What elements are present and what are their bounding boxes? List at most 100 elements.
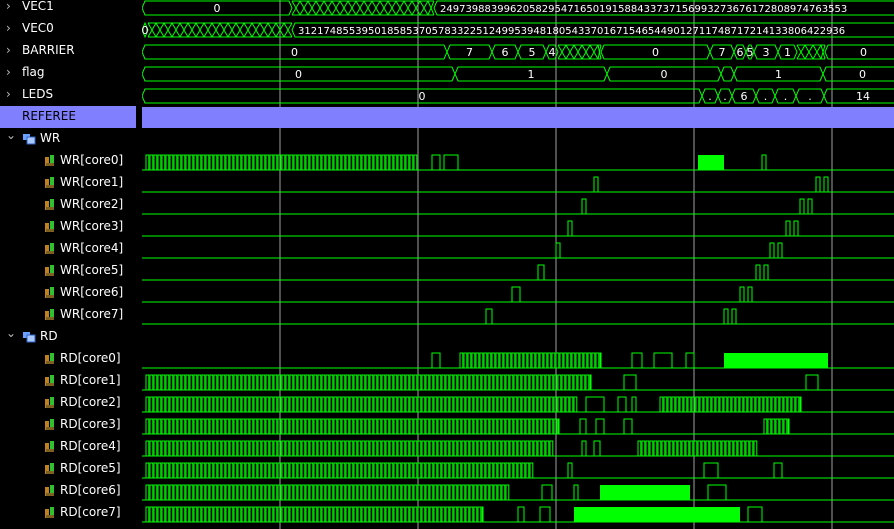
pane-divider[interactable]: [136, 0, 142, 529]
wire-signal-icon: [45, 375, 54, 386]
selected-row-band: [142, 107, 894, 128]
bus-value-label: 0: [291, 46, 298, 59]
signal-pulse: [443, 154, 459, 170]
bus-transition: [187, 22, 197, 38]
signal-pulse: [761, 154, 767, 170]
signal-pulse: [579, 418, 587, 434]
wire-signal-icon: [45, 397, 54, 408]
signal-row-rd[interactable]: ⌄ RD: [0, 326, 136, 348]
signal-row-wr-core0[interactable]: WR[core0]: [0, 150, 136, 172]
chevron-right-icon[interactable]: ›: [6, 87, 11, 101]
signal-row-wr-core6[interactable]: WR[core6]: [0, 282, 136, 304]
signal-name: REFEREE: [22, 109, 76, 123]
signal-row-wr-core5[interactable]: WR[core5]: [0, 260, 136, 282]
bus-transition: [379, 0, 389, 16]
signal-row-rd-core1[interactable]: RD[core1]: [0, 370, 136, 392]
signal-row-rd-core5[interactable]: RD[core5]: [0, 458, 136, 480]
bus-transition: [227, 22, 237, 38]
signal-pulse: [723, 308, 729, 324]
signal-row-wr-core3[interactable]: WR[core3]: [0, 216, 136, 238]
signal-row-rd-core3[interactable]: RD[core3]: [0, 414, 136, 436]
chevron-right-icon[interactable]: ›: [6, 65, 11, 79]
wire-signal-icon: [45, 353, 54, 364]
bus-value-label: 3: [763, 46, 770, 59]
waveform-view[interactable]: 0 249739883996205829547165019158843373715…: [142, 0, 894, 529]
bus-transition: [235, 22, 245, 38]
signal-row-rd-core6[interactable]: RD[core6]: [0, 480, 136, 502]
bus-segment: [822, 66, 894, 82]
bus-transition: [387, 0, 397, 16]
bus-transition: [339, 0, 349, 16]
signal-pulse: [567, 462, 573, 478]
signal-pulse: [805, 374, 819, 390]
bus-transition: [419, 0, 429, 16]
signal-name: RD[core1]: [60, 373, 121, 387]
wire-signal-icon: [45, 199, 54, 210]
signal-pulse: [431, 352, 441, 368]
bus-value-label: .: [723, 90, 727, 103]
signal-pulse: [793, 220, 799, 236]
signal-name: flag: [22, 65, 45, 79]
wire-signal-icon: [45, 419, 54, 430]
bus-transition: [589, 44, 599, 60]
bus-transition: [315, 0, 325, 16]
signal-pulse: [145, 484, 510, 501]
signal-pulse: [623, 418, 633, 434]
signal-name: WR[core6]: [60, 285, 124, 299]
wire-signal-icon: [45, 287, 54, 298]
signal-name: RD[core3]: [60, 417, 121, 431]
signal-row-wr-core4[interactable]: WR[core4]: [0, 238, 136, 260]
bus-value-label: 0: [859, 68, 866, 81]
signal-row-rd-core7[interactable]: RD[core7]: [0, 502, 136, 524]
signal-pulse-block: [600, 485, 690, 500]
signal-row-referee[interactable]: REFEREE: [0, 106, 136, 128]
signal-name: RD: [40, 329, 58, 343]
signal-row-vec1[interactable]: › VEC1: [0, 0, 136, 18]
chevron-down-icon[interactable]: ⌄: [6, 128, 17, 142]
bus-segment: [545, 44, 559, 60]
bus-value-label: 6: [737, 46, 744, 59]
wire-signal-icon: [45, 177, 54, 188]
chevron-right-icon[interactable]: ›: [6, 43, 11, 57]
bus-value-label: 0: [419, 90, 426, 103]
signal-row-wr-core1[interactable]: WR[core1]: [0, 172, 136, 194]
signal-row-wr-core2[interactable]: WR[core2]: [0, 194, 136, 216]
signal-name: WR[core1]: [60, 175, 124, 189]
bus-transition: [812, 44, 822, 60]
signal-pulse: [739, 286, 745, 302]
signal-row-wr[interactable]: ⌄ WR: [0, 128, 136, 150]
signal-name: WR[core4]: [60, 241, 124, 255]
signal-pulse: [485, 308, 493, 324]
bus-transition: [283, 22, 293, 38]
chevron-right-icon[interactable]: ›: [6, 21, 11, 35]
bus-transition: [195, 22, 205, 38]
signal-row-barrier[interactable]: › BARRIER: [0, 40, 136, 62]
bus-transition: [573, 44, 583, 60]
signal-pulse: [555, 242, 561, 258]
signal-name: VEC0: [22, 21, 54, 35]
chevron-down-icon[interactable]: ⌄: [6, 326, 17, 340]
signal-row-flag[interactable]: › flag: [0, 62, 136, 84]
signal-pulse: [517, 506, 525, 522]
signal-pulse: [595, 418, 605, 434]
signal-pulse: [823, 176, 829, 192]
chevron-right-icon[interactable]: ›: [6, 0, 11, 13]
bus-transition: [323, 0, 333, 16]
signal-name: RD[core5]: [60, 461, 121, 475]
bus-transition: [203, 22, 213, 38]
wire-signal-icon: [45, 309, 54, 320]
signal-row-rd-core0[interactable]: RD[core0]: [0, 348, 136, 370]
bus-segment: [824, 44, 894, 60]
signal-pulse: [573, 484, 579, 500]
bus-transition: [259, 22, 269, 38]
signal-row-rd-core2[interactable]: RD[core2]: [0, 392, 136, 414]
bus-segment: [823, 88, 894, 104]
bus-transition: [299, 0, 309, 16]
signal-pulse: [623, 374, 637, 390]
signal-name: RD[core0]: [60, 351, 121, 365]
signal-row-leds[interactable]: › LEDS: [0, 84, 136, 106]
signal-row-rd-core4[interactable]: RD[core4]: [0, 436, 136, 458]
signal-row-wr-core7[interactable]: WR[core7]: [0, 304, 136, 326]
bus-transition: [147, 22, 157, 38]
signal-row-vec0[interactable]: › VEC0: [0, 18, 136, 40]
